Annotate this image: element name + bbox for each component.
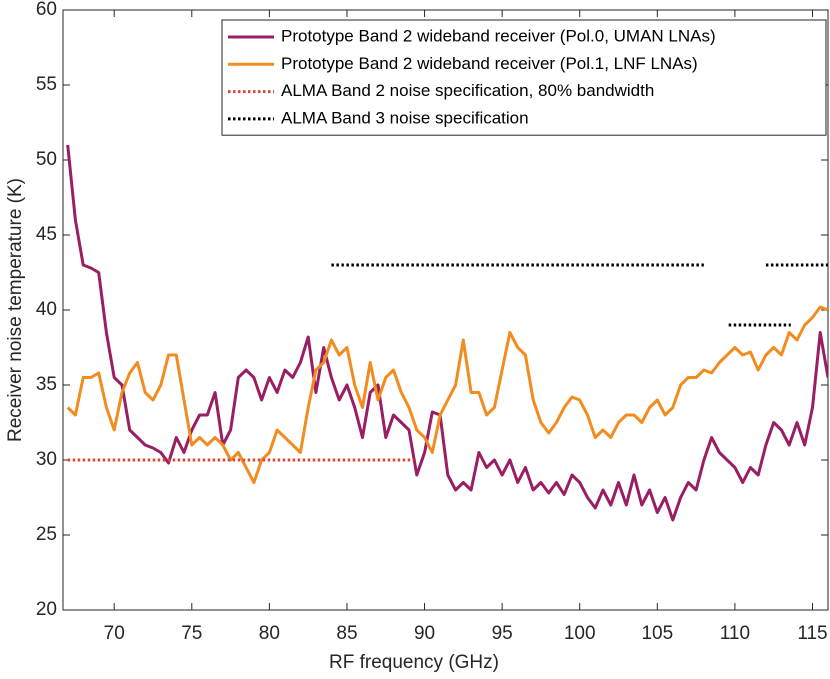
legend-box [221,19,827,136]
y-tick-label: 60 [36,0,57,20]
y-tick-label: 20 [36,599,57,620]
legend-label: Prototype Band 2 wideband receiver (Pol.… [281,54,698,73]
legend-label: ALMA Band 3 noise specification [281,108,529,127]
x-tick-label: 75 [181,623,202,644]
y-tick-label: 40 [36,299,57,320]
x-tick-label: 70 [104,623,125,644]
y-tick-label: 35 [36,374,57,395]
x-tick-label: 95 [492,623,513,644]
x-axis-label: RF frequency (GHz) [329,652,499,673]
series-line [331,263,828,327]
x-tick-label: 115 [797,623,827,644]
y-tick-label: 55 [36,74,57,95]
x-tick-label: 80 [259,623,280,644]
legend-label: ALMA Band 2 noise specification, 80% ban… [281,81,654,100]
series-line [66,305,828,484]
x-tick-label: 100 [564,623,596,644]
y-tick-label: 30 [36,449,57,470]
y-tick-label: 45 [36,224,57,245]
x-tick-label: 110 [720,623,750,644]
y-axis-label: Receiver noise temperature (K) [5,178,26,442]
y-tick-label: 25 [36,524,57,545]
y-tick-label: 50 [36,149,57,170]
x-tick-label: 85 [336,623,357,644]
legend-label: Prototype Band 2 wideband receiver (Pol.… [281,26,716,45]
x-tick-label: 105 [641,623,673,644]
x-tick-label: 90 [414,623,435,644]
series-line [66,144,828,522]
